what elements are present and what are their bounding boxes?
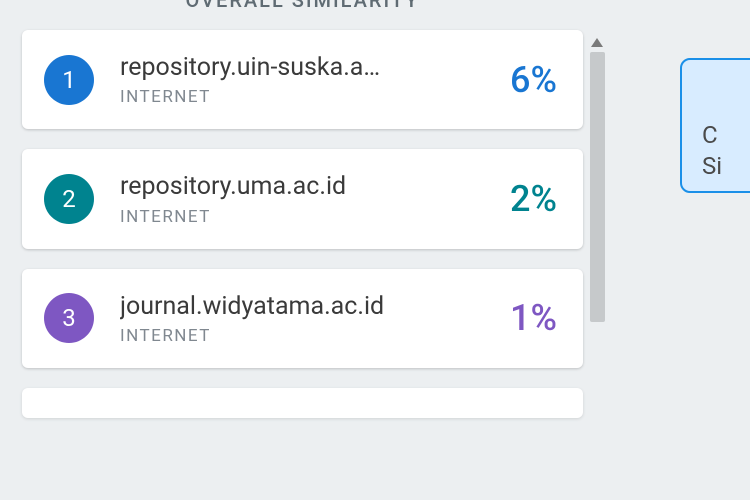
source-percent: 6% [510,59,557,101]
source-info: repository.uin-suska.a… INTERNET [120,52,490,107]
source-item-partial[interactable] [22,388,583,418]
source-type: INTERNET [120,207,490,227]
rank-badge: 2 [44,174,94,224]
source-item[interactable]: 3 journal.widyatama.ac.id INTERNET 1% [22,269,583,368]
panel-title: OVERALL SIMILARITY [22,0,583,30]
source-info: repository.uma.ac.id INTERNET [120,171,490,226]
sources-list: 1 repository.uin-suska.a… INTERNET 6% 2 … [22,30,583,418]
rank-badge: 1 [44,55,94,105]
source-type: INTERNET [120,87,490,107]
source-info: journal.widyatama.ac.id INTERNET [120,291,490,346]
source-url: repository.uma.ac.id [120,171,490,202]
source-percent: 1% [510,297,557,339]
overall-similarity-box[interactable]: C Si [680,58,750,193]
scrollbar-thumb[interactable] [590,52,605,322]
sidebox-text: Si [702,151,750,182]
source-item[interactable]: 1 repository.uin-suska.a… INTERNET 6% [22,30,583,129]
scrollbar-up-icon[interactable] [591,38,603,47]
source-type: INTERNET [120,326,490,346]
scrollbar[interactable] [590,38,605,478]
source-item[interactable]: 2 repository.uma.ac.id INTERNET 2% [22,149,583,248]
sidebox-text: C [702,120,750,151]
rank-badge: 3 [44,293,94,343]
similarity-panel: OVERALL SIMILARITY 1 repository.uin-susk… [0,0,605,500]
source-url: repository.uin-suska.a… [120,52,490,83]
source-url: journal.widyatama.ac.id [120,291,490,322]
source-percent: 2% [510,178,557,220]
